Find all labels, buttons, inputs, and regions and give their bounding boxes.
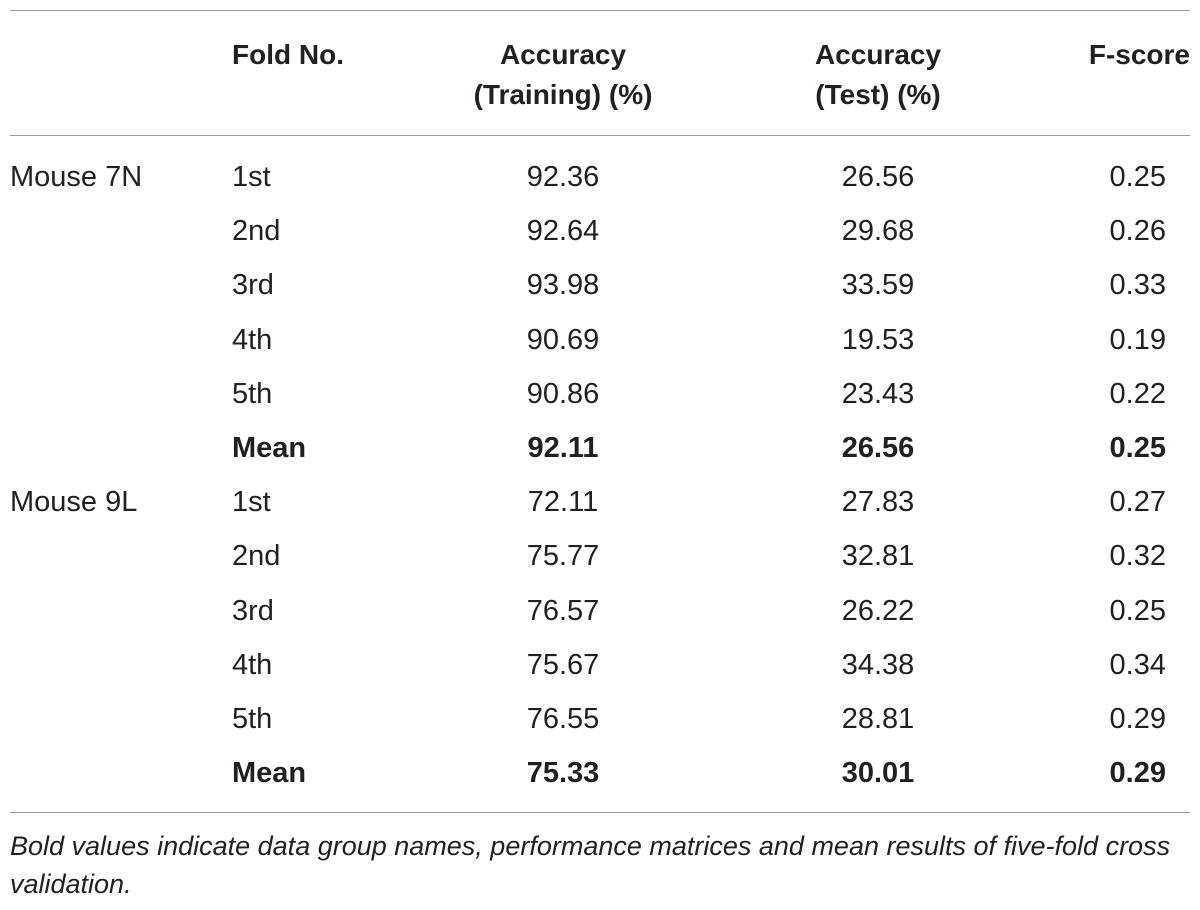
test-accuracy-cell: 29.68 — [841, 215, 915, 248]
f-score-cell: 0.29 — [1109, 757, 1166, 790]
training-accuracy-cell: 72.11 — [527, 486, 599, 519]
table-row-mean: Mean 92.11 26.56 0.25 — [10, 421, 1190, 475]
test-accuracy-cell: 33.59 — [841, 269, 915, 302]
fold-cell: 3rd — [232, 594, 274, 627]
header-accuracy-test: Accuracy (Test) (%) — [814, 39, 942, 110]
test-accuracy-cell: 23.43 — [841, 377, 915, 410]
fold-cell: 4th — [232, 323, 273, 356]
table-body: Mouse 7N 1st 92.36 26.56 0.25 2nd 92.64 … — [10, 136, 1190, 800]
f-score-cell: 0.26 — [1109, 215, 1166, 248]
test-accuracy-cell: 26.22 — [841, 594, 915, 627]
f-score-cell: 0.25 — [1109, 161, 1166, 193]
test-accuracy-cell: 19.53 — [841, 323, 915, 356]
training-accuracy-cell: 92.64 — [526, 215, 600, 248]
f-score-cell: 0.25 — [1109, 594, 1166, 627]
f-score-cell: 0.19 — [1109, 323, 1166, 356]
fold-cell: Mean — [232, 757, 307, 790]
f-score-cell: 0.29 — [1109, 702, 1166, 735]
fold-cell: 5th — [232, 377, 273, 410]
table-row: 5th 90.86 23.43 0.22 — [10, 367, 1190, 421]
fold-cell: 1st — [232, 161, 271, 193]
top-rule — [10, 10, 1190, 11]
test-accuracy-cell: 34.38 — [841, 648, 915, 681]
training-accuracy-cell: 75.67 — [526, 648, 600, 681]
fold-cell: Mean — [232, 431, 307, 464]
table-row: 4th 75.67 34.38 0.34 — [10, 638, 1190, 692]
table-row: Mouse 9L 1st 72.11 27.83 0.27 — [10, 475, 1190, 529]
training-accuracy-cell: 76.55 — [526, 702, 600, 735]
header-f-score: F-score — [1088, 39, 1190, 70]
bottom-rule — [10, 812, 1190, 814]
table-row: 3rd 93.98 33.59 0.33 — [10, 258, 1190, 312]
training-accuracy-cell: 75.33 — [526, 757, 600, 790]
table-row: 3rd 76.57 26.22 0.25 — [10, 584, 1190, 638]
table-footnote: Bold values indicate data group names, p… — [10, 831, 1171, 900]
header-fold-no: Fold No. — [232, 39, 344, 70]
table-header: Fold No. Accuracy (Training) (%) Accurac… — [10, 11, 1190, 135]
f-score-cell: 0.33 — [1109, 269, 1166, 302]
fold-cell: 4th — [232, 648, 273, 681]
training-accuracy-cell: 76.57 — [526, 594, 600, 627]
header-accuracy-training: Accuracy (Training) (%) — [473, 39, 653, 110]
f-score-cell: 0.32 — [1109, 540, 1166, 573]
test-accuracy-cell: 30.01 — [841, 757, 915, 790]
fold-cell: 5th — [232, 702, 273, 735]
table-row: Mouse 7N 1st 92.36 26.56 0.25 — [10, 150, 1190, 204]
test-accuracy-cell: 26.56 — [841, 431, 915, 464]
fold-cell: 1st — [232, 486, 271, 519]
test-accuracy-cell: 27.83 — [841, 486, 915, 519]
group-label: Mouse 7N — [10, 161, 143, 193]
f-score-cell: 0.25 — [1109, 431, 1166, 464]
training-accuracy-cell: 90.69 — [526, 323, 600, 356]
fold-cell: 3rd — [232, 269, 274, 302]
training-accuracy-cell: 93.98 — [526, 269, 600, 302]
f-score-cell: 0.34 — [1109, 648, 1166, 681]
table-row: 2nd 75.77 32.81 0.32 — [10, 529, 1190, 583]
group-label: Mouse 9L — [10, 486, 138, 519]
table-row: 5th 76.55 28.81 0.29 — [10, 692, 1190, 746]
test-accuracy-cell: 26.56 — [841, 161, 915, 193]
training-accuracy-cell: 92.11 — [527, 431, 599, 464]
fold-cell: 2nd — [232, 215, 281, 248]
f-score-cell: 0.27 — [1109, 486, 1166, 519]
training-accuracy-cell: 90.86 — [526, 377, 600, 410]
test-accuracy-cell: 32.81 — [841, 540, 915, 573]
training-accuracy-cell: 75.77 — [526, 540, 600, 573]
results-table: Fold No. Accuracy (Training) (%) Accurac… — [10, 10, 1190, 903]
table-row: 2nd 92.64 29.68 0.26 — [10, 204, 1190, 258]
test-accuracy-cell: 28.81 — [841, 702, 915, 735]
header-rule — [10, 135, 1190, 136]
table-row: 4th 90.69 19.53 0.19 — [10, 313, 1190, 367]
f-score-cell: 0.22 — [1109, 377, 1166, 410]
training-accuracy-cell: 92.36 — [526, 161, 600, 193]
fold-cell: 2nd — [232, 540, 281, 573]
table-row-mean: Mean 75.33 30.01 0.29 — [10, 746, 1190, 800]
